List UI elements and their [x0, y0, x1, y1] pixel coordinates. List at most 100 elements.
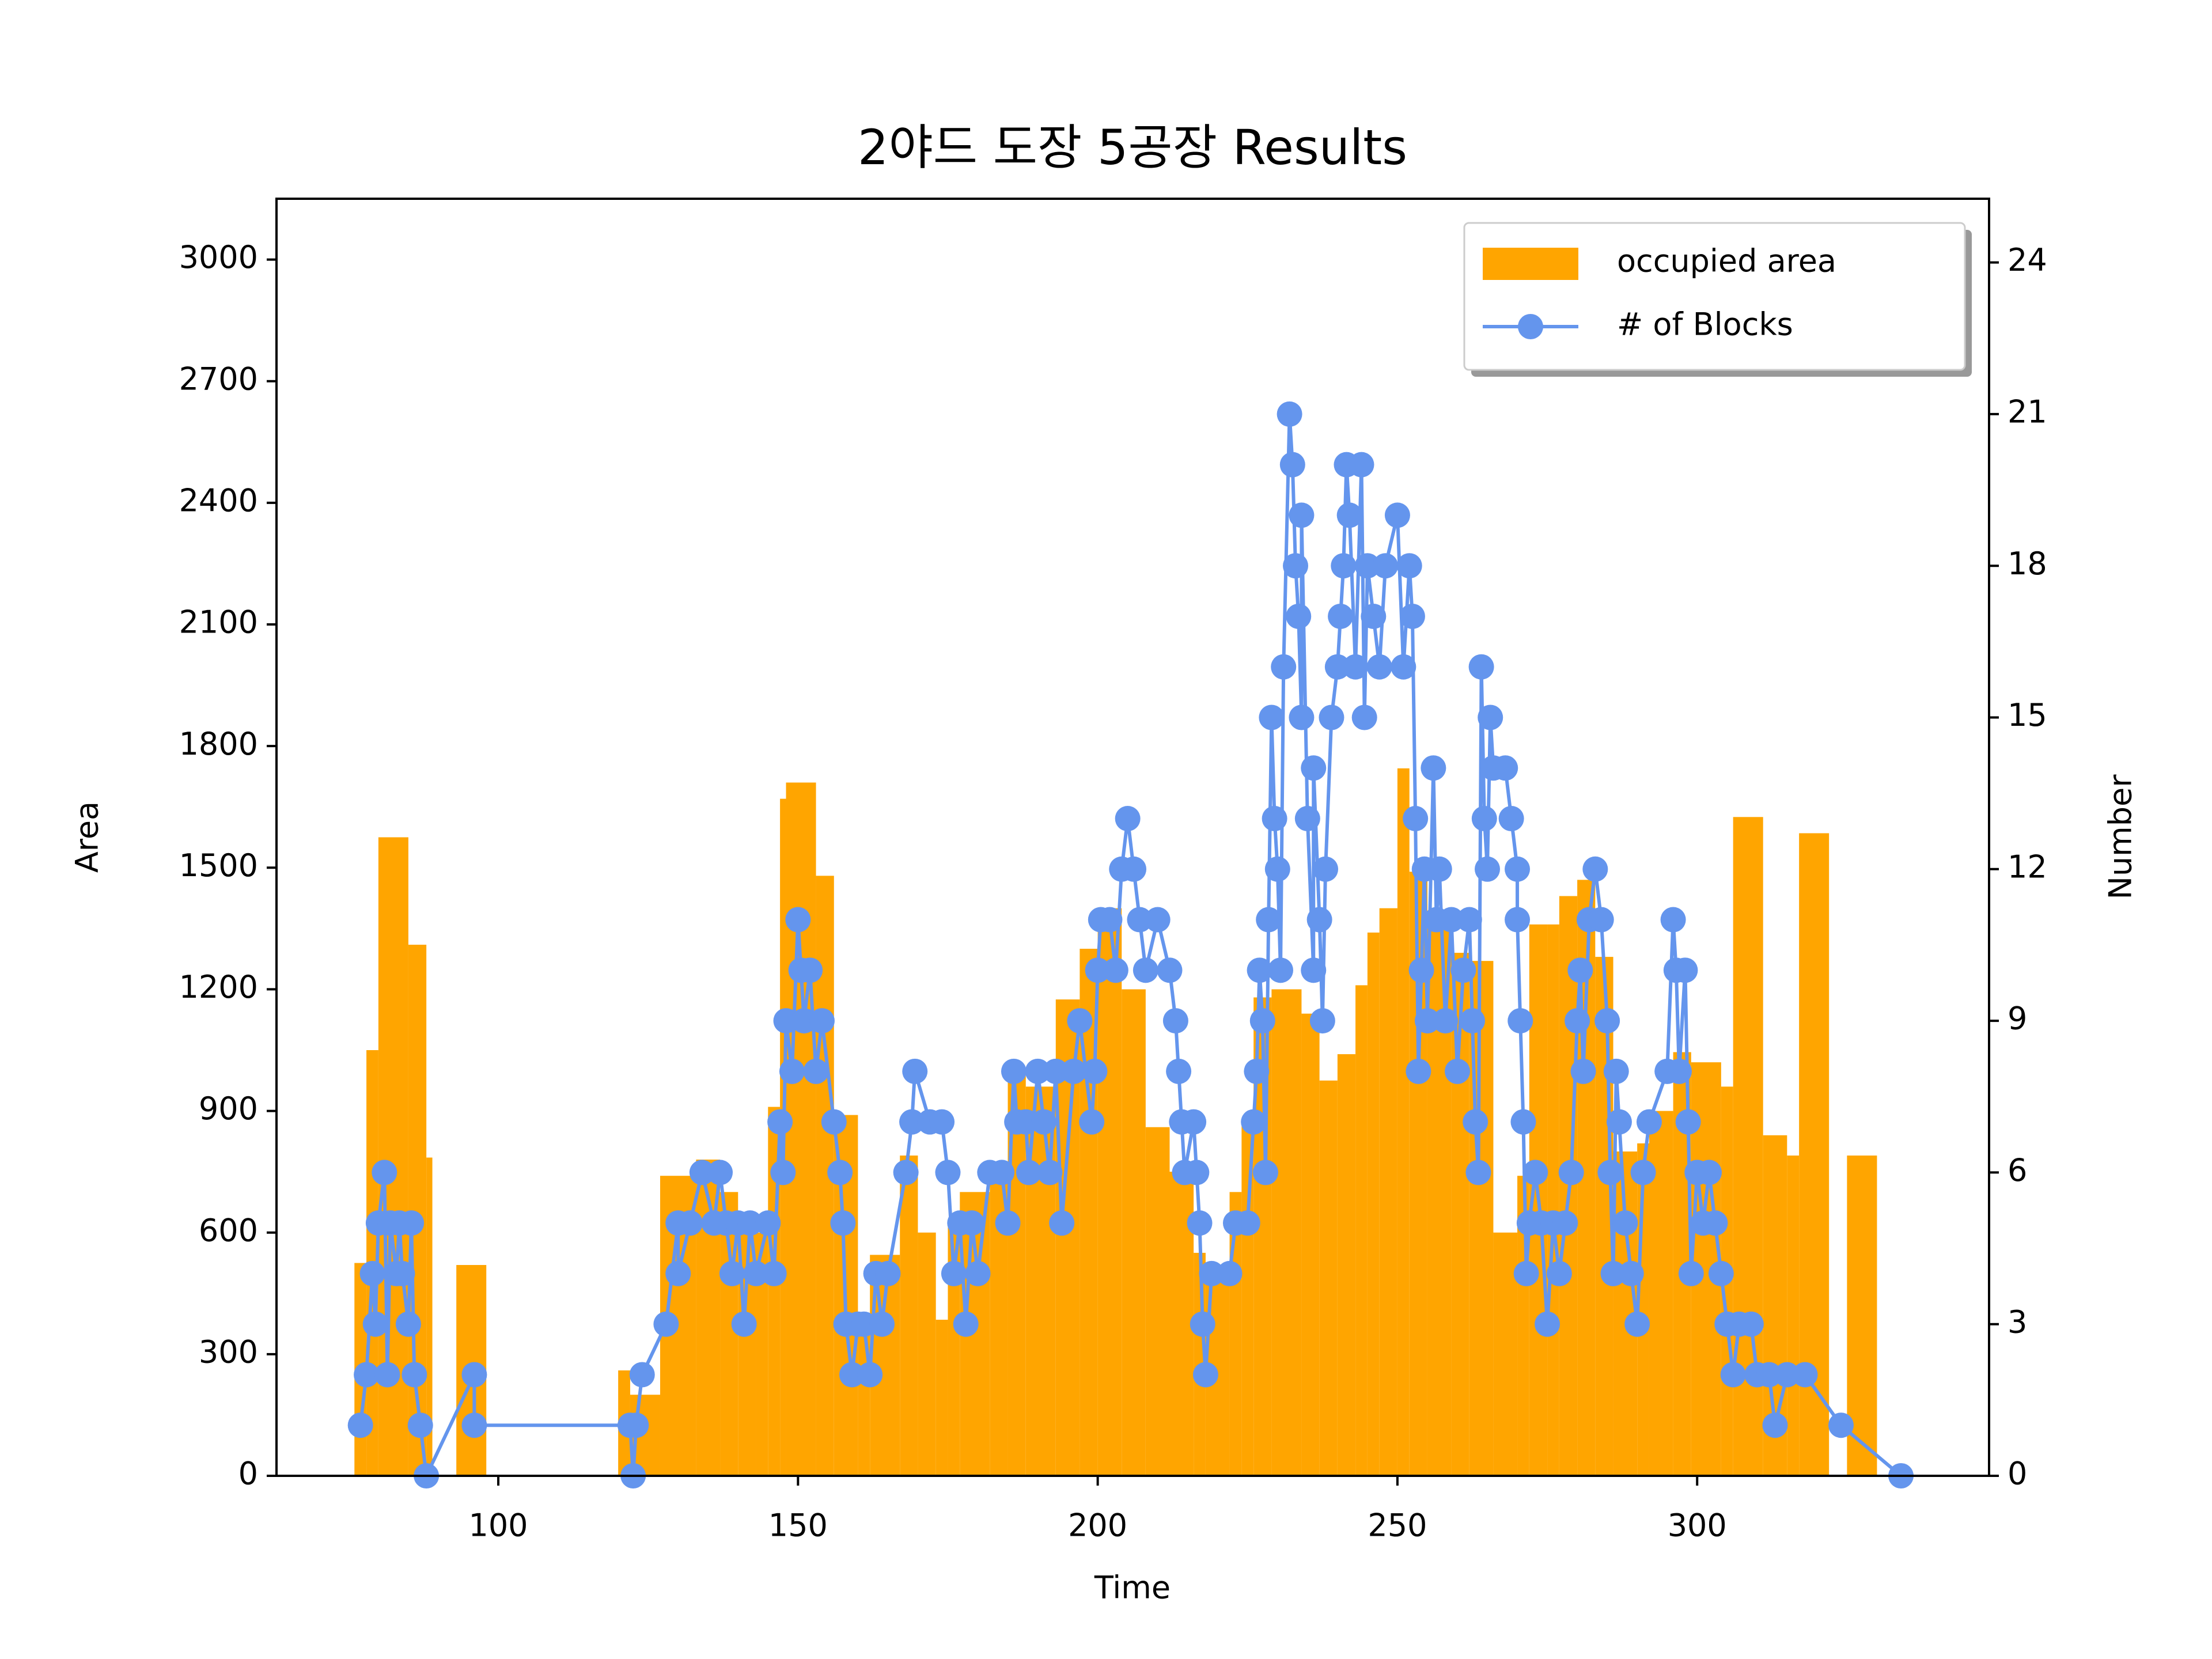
y-tick-label: 2700	[179, 361, 258, 397]
legend	[1463, 222, 1966, 371]
marker	[1336, 502, 1362, 528]
marker	[1828, 1412, 1854, 1438]
marker	[1097, 907, 1123, 933]
marker	[869, 1311, 895, 1337]
bar	[1097, 908, 1122, 1476]
marker	[1262, 806, 1287, 832]
marker	[1600, 1260, 1626, 1286]
y-tick-label: 2400	[179, 482, 258, 518]
marker	[1505, 856, 1531, 882]
marker	[1678, 1260, 1704, 1286]
plot-area	[347, 401, 1914, 1488]
bar	[1122, 989, 1146, 1476]
marker	[354, 1362, 380, 1388]
marker	[402, 1362, 427, 1388]
marker	[941, 1260, 967, 1286]
marker	[809, 1008, 835, 1034]
y2-tick-label: 3	[2008, 1304, 2027, 1340]
marker	[1373, 553, 1399, 579]
marker	[1283, 553, 1309, 579]
marker	[1792, 1362, 1818, 1388]
y-axis-label: Area	[69, 801, 105, 873]
marker	[1199, 1260, 1225, 1286]
marker	[953, 1311, 979, 1337]
y2-tick-label: 21	[2008, 394, 2047, 430]
marker	[1597, 1160, 1623, 1185]
marker	[1025, 1058, 1051, 1084]
marker	[1049, 1210, 1075, 1236]
marker	[1702, 1210, 1728, 1236]
marker	[1366, 654, 1392, 680]
marker	[893, 1160, 919, 1185]
bar	[1319, 1080, 1338, 1476]
marker	[1324, 654, 1350, 680]
marker	[785, 907, 811, 933]
marker	[761, 1260, 787, 1286]
marker	[1624, 1311, 1650, 1337]
marker	[1738, 1311, 1764, 1337]
marker	[1190, 1311, 1215, 1337]
y-tick-label: 1500	[179, 847, 258, 884]
marker	[959, 1210, 985, 1236]
marker	[399, 1210, 425, 1236]
y2-tick-label: 9	[2008, 1001, 2027, 1037]
marker	[407, 1412, 433, 1438]
y-tick-label: 1800	[179, 726, 258, 762]
marker	[719, 1260, 745, 1286]
marker	[1184, 1160, 1210, 1185]
marker	[1271, 654, 1297, 680]
marker	[372, 1160, 397, 1185]
x-axis-label: Time	[1094, 1570, 1171, 1606]
marker	[1675, 1109, 1701, 1135]
marker	[1121, 856, 1147, 882]
marker	[1603, 1058, 1629, 1084]
marker	[1306, 907, 1332, 933]
marker	[1414, 1008, 1440, 1034]
y2-tick-label: 15	[2008, 697, 2047, 733]
marker	[1354, 553, 1380, 579]
x-tick-label: 250	[1368, 1508, 1427, 1544]
marker	[1630, 1160, 1656, 1185]
marker	[1535, 1311, 1560, 1337]
marker	[1408, 957, 1434, 983]
marker	[1256, 907, 1282, 933]
marker	[1660, 907, 1686, 933]
marker	[1403, 806, 1429, 832]
marker	[1351, 704, 1377, 730]
marker	[389, 1260, 415, 1286]
bar	[1787, 1155, 1800, 1476]
marker	[851, 1311, 877, 1337]
marker	[1001, 1058, 1027, 1084]
marker	[1552, 1210, 1578, 1236]
marker	[791, 1008, 817, 1034]
marker	[1450, 957, 1476, 983]
marker	[1720, 1362, 1746, 1388]
marker	[1187, 1210, 1213, 1236]
marker	[1328, 603, 1354, 629]
marker	[1565, 1008, 1590, 1034]
marker	[902, 1058, 928, 1084]
bar	[426, 1157, 433, 1476]
marker	[1103, 957, 1128, 983]
bar	[1547, 924, 1559, 1476]
marker	[1475, 856, 1501, 882]
marker	[629, 1362, 655, 1388]
marker	[1192, 1362, 1218, 1388]
marker	[1181, 1109, 1207, 1135]
marker	[1508, 1008, 1533, 1034]
marker	[1762, 1412, 1788, 1438]
marker	[1294, 806, 1320, 832]
marker	[1279, 452, 1305, 478]
bar	[1379, 908, 1397, 1476]
marker	[1061, 1058, 1087, 1084]
bar	[1241, 1119, 1254, 1476]
marker	[1666, 1058, 1692, 1084]
marker	[1421, 755, 1446, 781]
marker	[1471, 806, 1497, 832]
marker	[1570, 1058, 1596, 1084]
marker	[461, 1412, 487, 1438]
marker	[623, 1412, 649, 1438]
marker	[1289, 502, 1315, 528]
bar	[900, 1155, 918, 1476]
